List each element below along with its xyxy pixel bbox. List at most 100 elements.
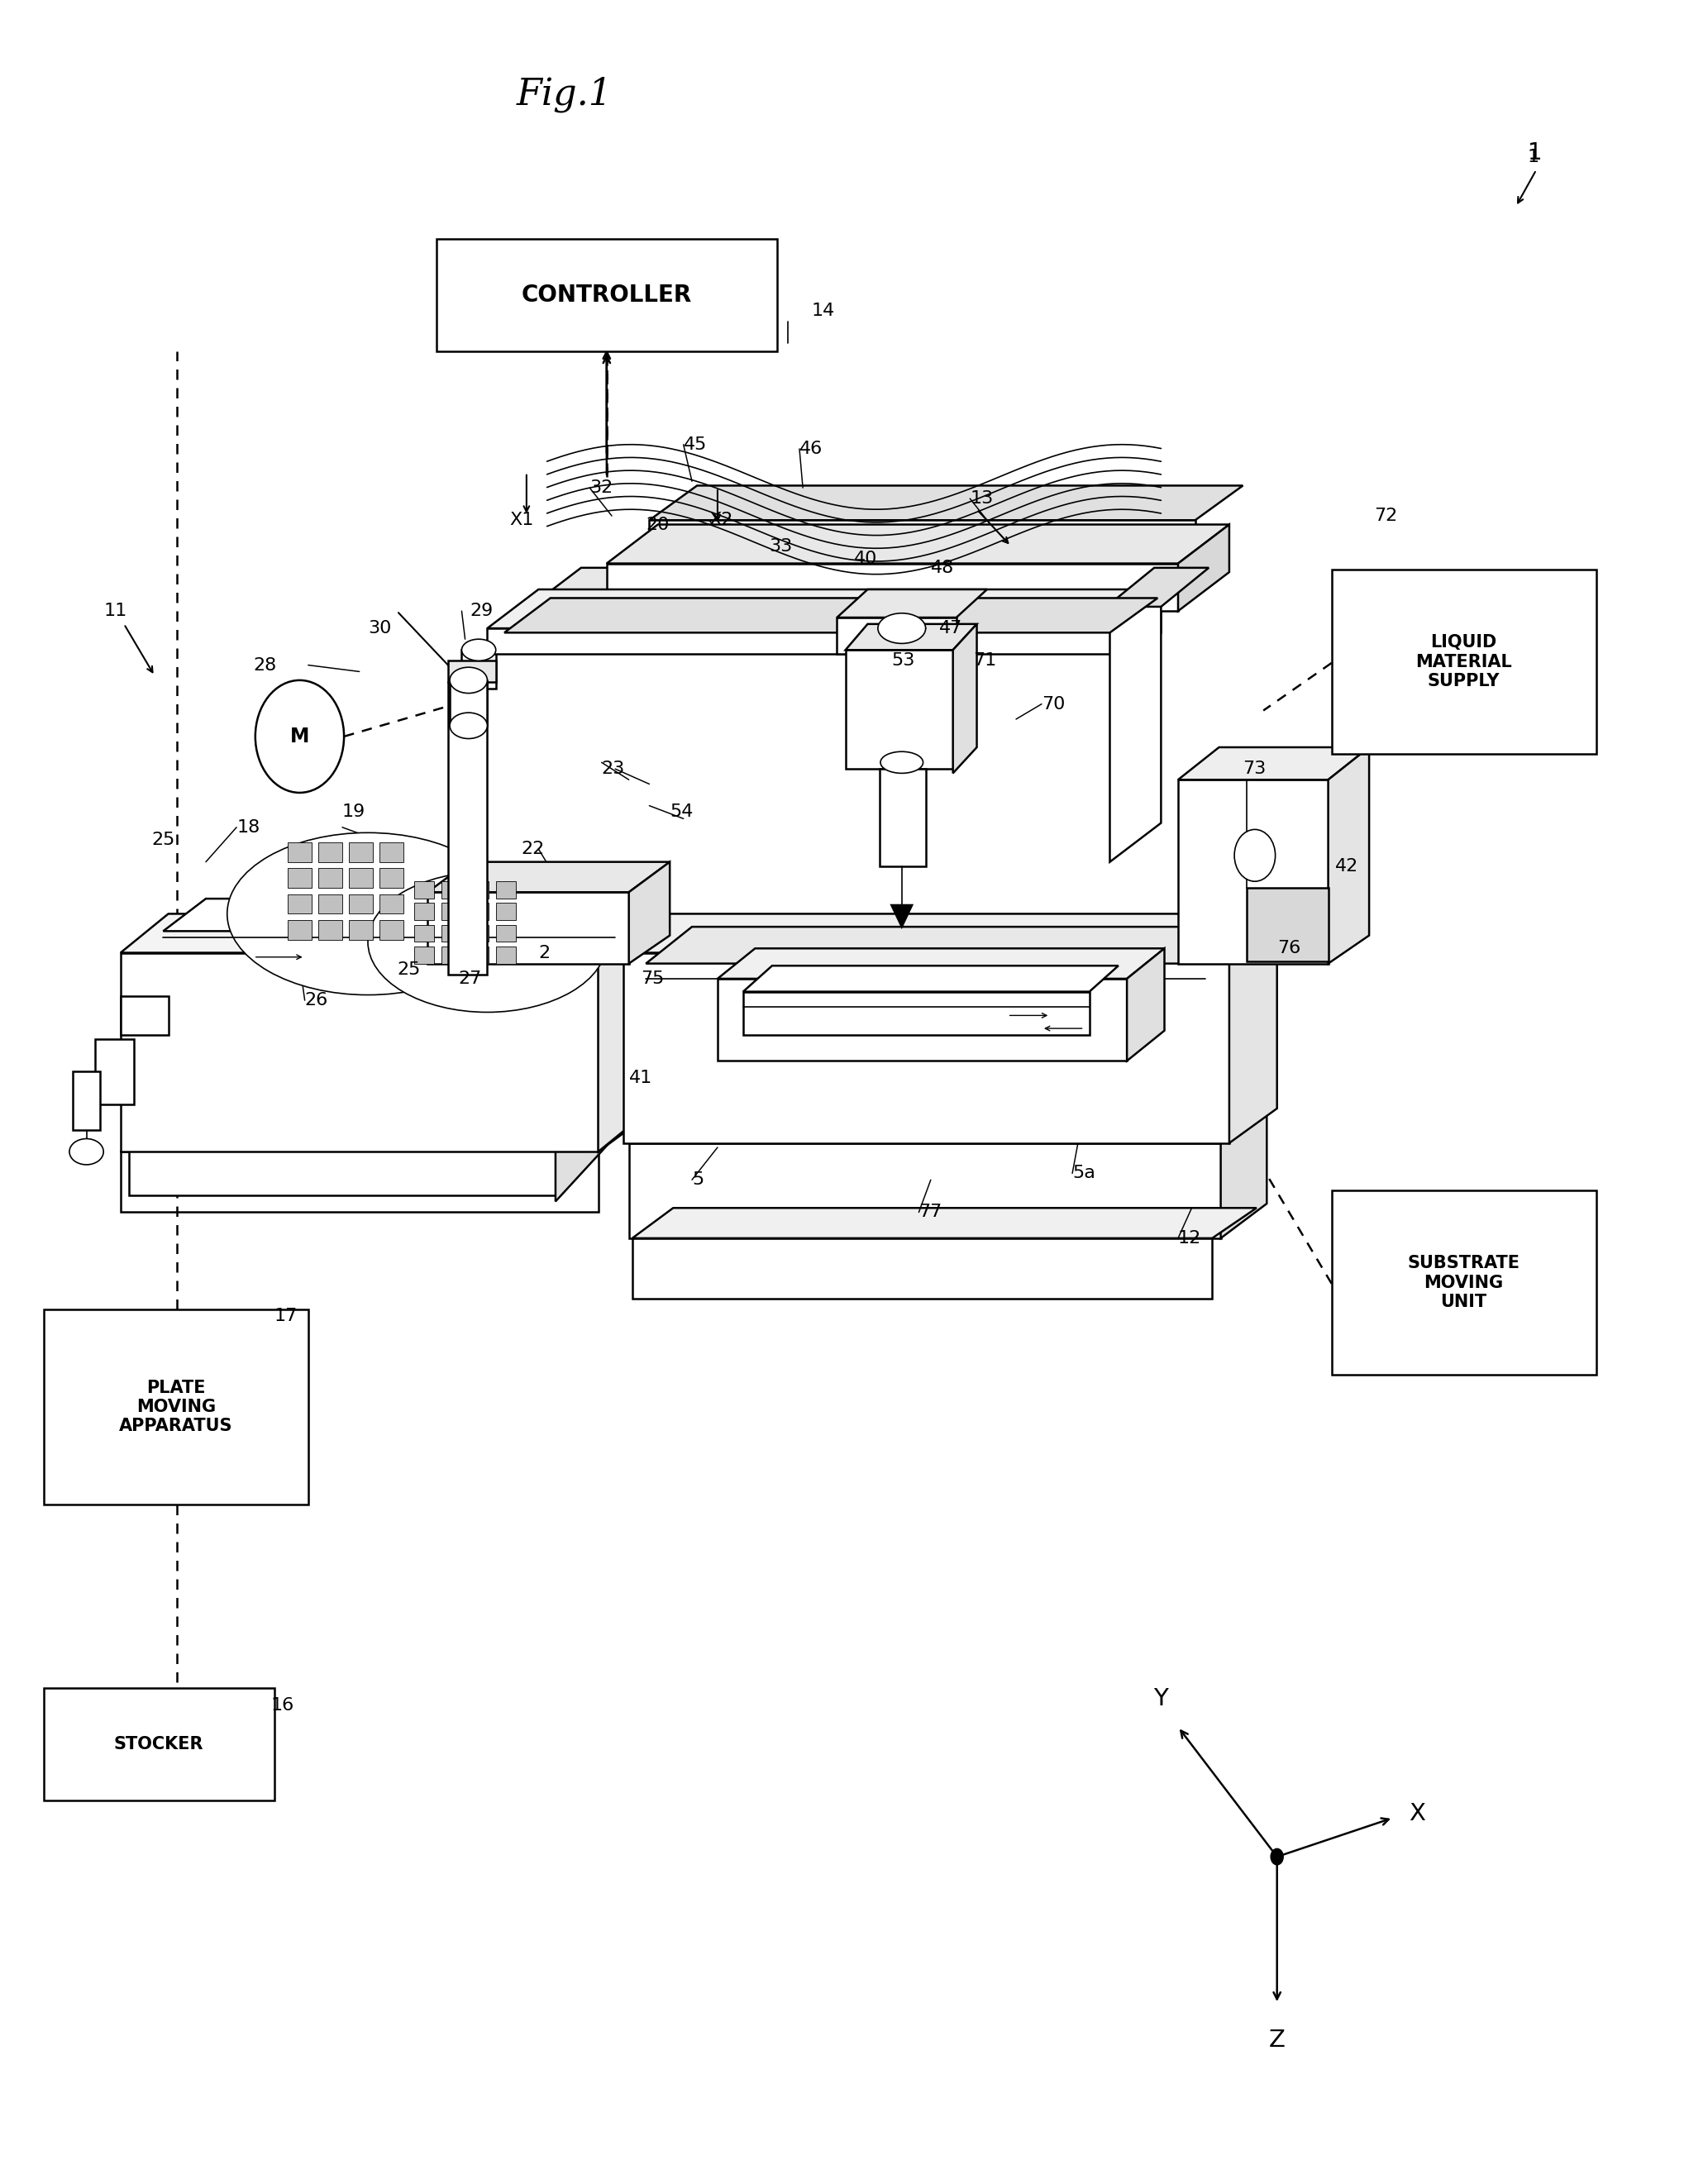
Polygon shape [649, 485, 1243, 520]
Text: X1: X1 [509, 511, 533, 528]
Polygon shape [130, 942, 615, 1018]
Text: 45: 45 [683, 435, 707, 452]
Text: CONTROLLER: CONTROLLER [521, 284, 692, 307]
Polygon shape [837, 589, 987, 617]
Bar [348, 842, 372, 862]
Circle shape [254, 680, 343, 792]
Polygon shape [449, 680, 487, 725]
Bar [348, 920, 372, 940]
Text: LIQUID
MATERIAL
SUPPLY: LIQUID MATERIAL SUPPLY [1416, 634, 1512, 688]
Bar [318, 842, 342, 862]
Polygon shape [487, 628, 1127, 654]
Ellipse shape [227, 834, 509, 996]
Polygon shape [646, 927, 1254, 963]
Text: 25: 25 [396, 961, 420, 979]
Polygon shape [880, 769, 926, 866]
Polygon shape [130, 1018, 555, 1195]
Bar [287, 920, 311, 940]
Circle shape [1271, 1849, 1284, 1866]
Ellipse shape [880, 751, 922, 773]
Bar [287, 894, 311, 914]
Polygon shape [629, 862, 670, 963]
Bar [468, 924, 488, 942]
Bar [287, 868, 311, 888]
Polygon shape [632, 1208, 1257, 1238]
Text: 72: 72 [1375, 507, 1397, 524]
Text: 77: 77 [919, 1204, 943, 1221]
Text: STOCKER: STOCKER [114, 1736, 203, 1751]
Polygon shape [953, 624, 977, 773]
Ellipse shape [449, 712, 487, 738]
Ellipse shape [367, 872, 606, 1013]
Text: 30: 30 [367, 619, 391, 637]
Text: 75: 75 [640, 970, 664, 987]
Polygon shape [73, 1072, 101, 1130]
Polygon shape [447, 682, 487, 974]
Bar [441, 924, 461, 942]
Polygon shape [447, 660, 495, 682]
Polygon shape [121, 953, 598, 1152]
Bar [348, 894, 372, 914]
FancyBboxPatch shape [44, 1310, 307, 1505]
Ellipse shape [461, 639, 495, 660]
Polygon shape [1127, 948, 1165, 1061]
Polygon shape [1179, 524, 1230, 611]
Circle shape [1235, 829, 1276, 881]
Text: 26: 26 [304, 992, 328, 1009]
Bar [468, 881, 488, 898]
FancyBboxPatch shape [1332, 1191, 1595, 1375]
Text: 22: 22 [521, 840, 545, 857]
Polygon shape [598, 914, 646, 1152]
Text: 12: 12 [1179, 1230, 1201, 1247]
Polygon shape [623, 953, 1230, 1143]
Polygon shape [96, 1039, 135, 1104]
Bar [413, 924, 434, 942]
Bar [379, 894, 403, 914]
Ellipse shape [449, 667, 487, 693]
Polygon shape [427, 892, 629, 963]
Bar [441, 946, 461, 963]
Text: Z: Z [1269, 2029, 1284, 2052]
Text: 1: 1 [1527, 141, 1542, 165]
Polygon shape [717, 948, 1165, 979]
Polygon shape [121, 996, 169, 1035]
Text: M: M [290, 727, 309, 747]
Polygon shape [632, 1238, 1213, 1299]
Text: 71: 71 [974, 652, 997, 669]
Polygon shape [529, 567, 1213, 606]
Bar [495, 903, 516, 920]
Text: 19: 19 [342, 803, 366, 821]
Text: 13: 13 [970, 489, 994, 507]
Bar [318, 868, 342, 888]
Text: Y: Y [1153, 1687, 1168, 1710]
Text: 76: 76 [1278, 940, 1300, 957]
Polygon shape [1329, 747, 1370, 963]
Text: 25: 25 [152, 831, 174, 849]
Bar [348, 868, 372, 888]
Text: Fig.1: Fig.1 [516, 76, 611, 113]
Bar [318, 894, 342, 914]
Polygon shape [845, 624, 977, 649]
Polygon shape [629, 1108, 1267, 1143]
Text: 16: 16 [270, 1697, 294, 1715]
Bar [379, 842, 403, 862]
Polygon shape [529, 606, 1161, 632]
Text: 29: 29 [470, 602, 494, 619]
Bar [413, 903, 434, 920]
FancyBboxPatch shape [44, 1689, 273, 1801]
Polygon shape [623, 914, 1278, 953]
Polygon shape [1179, 747, 1370, 779]
Polygon shape [845, 649, 953, 769]
Polygon shape [427, 862, 670, 892]
Text: 5: 5 [692, 1171, 704, 1189]
FancyBboxPatch shape [1332, 569, 1595, 753]
Text: SUBSTRATE
MOVING
UNIT: SUBSTRATE MOVING UNIT [1407, 1256, 1520, 1310]
Polygon shape [1247, 888, 1329, 961]
Polygon shape [121, 914, 646, 953]
Text: 47: 47 [939, 619, 963, 637]
Polygon shape [121, 1152, 598, 1212]
Polygon shape [629, 1143, 1221, 1238]
Polygon shape [1110, 572, 1161, 862]
Polygon shape [717, 979, 1127, 1061]
Text: 48: 48 [931, 559, 955, 576]
